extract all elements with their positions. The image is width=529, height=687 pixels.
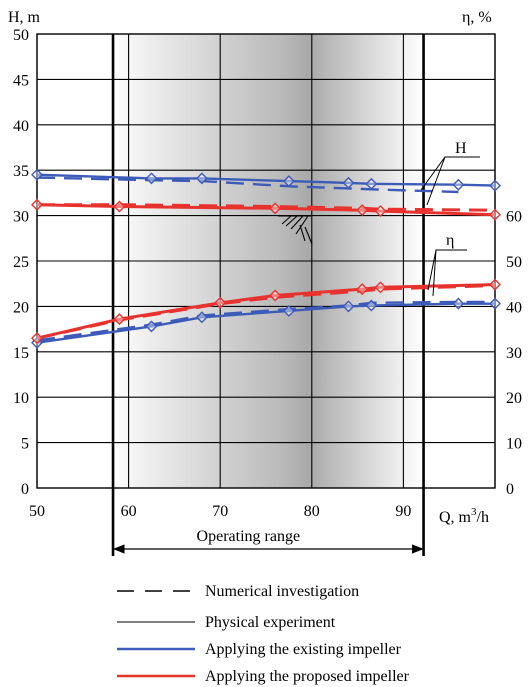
data-point	[195, 172, 208, 185]
right-tick-label: 20	[506, 390, 522, 407]
right-tick-label: 0	[506, 481, 514, 498]
x-tick-label: 50	[29, 503, 45, 520]
grid	[36, 33, 496, 556]
left-tick-label: 10	[13, 390, 29, 407]
data-point	[31, 168, 43, 181]
head-callout-label: H	[455, 140, 467, 157]
data-point	[214, 296, 227, 309]
series-line-proposed-efficiency-experiment	[36, 283, 496, 340]
left-tick-label: 20	[13, 299, 29, 316]
left-tick-label: 15	[13, 345, 29, 362]
x-axis-label: Q, m3/h	[439, 506, 489, 526]
data-point	[113, 200, 126, 213]
head-callout-leader	[420, 156, 480, 206]
data-point	[356, 204, 369, 217]
series-line-existing-head-numerical	[36, 176, 459, 194]
data-point	[374, 281, 387, 294]
data-point	[489, 278, 501, 291]
data-point	[356, 283, 369, 296]
efficiency-callout-label: η	[446, 232, 454, 249]
series-line-existing-efficiency-experiment	[36, 302, 495, 344]
data-point	[145, 320, 158, 333]
series-line-existing-head-experiment	[36, 173, 496, 187]
right-tick-label: 50	[506, 254, 522, 271]
right-tick-label: 30	[506, 345, 522, 362]
data-point	[269, 202, 282, 215]
legend-label-experiment: Physical experiment	[205, 614, 336, 631]
x-tick-label: 80	[304, 503, 320, 520]
legend-label-proposed: Applying the proposed impeller	[205, 668, 410, 685]
data-point	[269, 289, 282, 302]
plot-frame	[36, 33, 496, 489]
callouts: H η	[278, 140, 480, 297]
data-point	[365, 177, 378, 190]
legend-proposed: Applying the proposed impeller	[117, 668, 410, 685]
left-tick-label: 5	[21, 436, 29, 453]
data-point	[113, 313, 126, 326]
data-point	[195, 311, 208, 324]
left-tick-label: 35	[13, 163, 29, 180]
data-point	[342, 300, 355, 313]
left-axis-label: H, m	[8, 9, 41, 26]
data-point	[365, 299, 378, 312]
x-tick-label: 70	[212, 503, 228, 520]
legend-experiment: Physical experiment	[117, 614, 336, 631]
data-point	[489, 179, 501, 192]
right-axis-label: η, %	[462, 9, 492, 26]
data-point	[31, 198, 43, 211]
series-line-proposed-head-experiment	[36, 203, 496, 217]
left-tick-label: 0	[21, 481, 29, 498]
data-point	[489, 297, 501, 310]
legend: Numerical investigation Physical experim…	[117, 583, 410, 685]
legend-label-numerical: Numerical investigation	[205, 583, 359, 600]
data-point	[282, 304, 295, 317]
right-tick-label: 40	[506, 299, 522, 316]
left-tick-label: 30	[13, 209, 29, 226]
hatch-mark	[278, 215, 313, 245]
operating-range-label: Operating range	[197, 528, 301, 545]
data-point	[282, 175, 295, 188]
x-tick-label: 90	[395, 503, 411, 520]
legend-numerical: Numerical investigation	[117, 583, 359, 600]
data-point	[31, 332, 43, 345]
data-point	[452, 178, 465, 191]
series-line-existing-efficiency-numerical	[36, 300, 495, 342]
left-tick-label: 25	[13, 254, 29, 271]
x-tick-label: 60	[121, 503, 137, 520]
data-point	[374, 205, 387, 218]
left-tick-label: 40	[13, 118, 29, 135]
efficiency-callout-leader	[427, 249, 467, 297]
left-tick-label: 45	[13, 72, 29, 89]
legend-label-existing: Applying the existing impeller	[205, 641, 402, 658]
data-point	[342, 176, 355, 189]
data-point	[145, 172, 158, 185]
left-tick-label: 50	[13, 27, 29, 44]
legend-existing: Applying the existing impeller	[117, 641, 402, 658]
series-layer	[31, 168, 501, 349]
right-tick-label: 60	[506, 209, 522, 226]
data-point	[452, 297, 465, 310]
right-tick-label: 10	[506, 436, 522, 453]
data-point	[489, 208, 501, 221]
operating-range-annotation: Operating range	[112, 528, 424, 554]
